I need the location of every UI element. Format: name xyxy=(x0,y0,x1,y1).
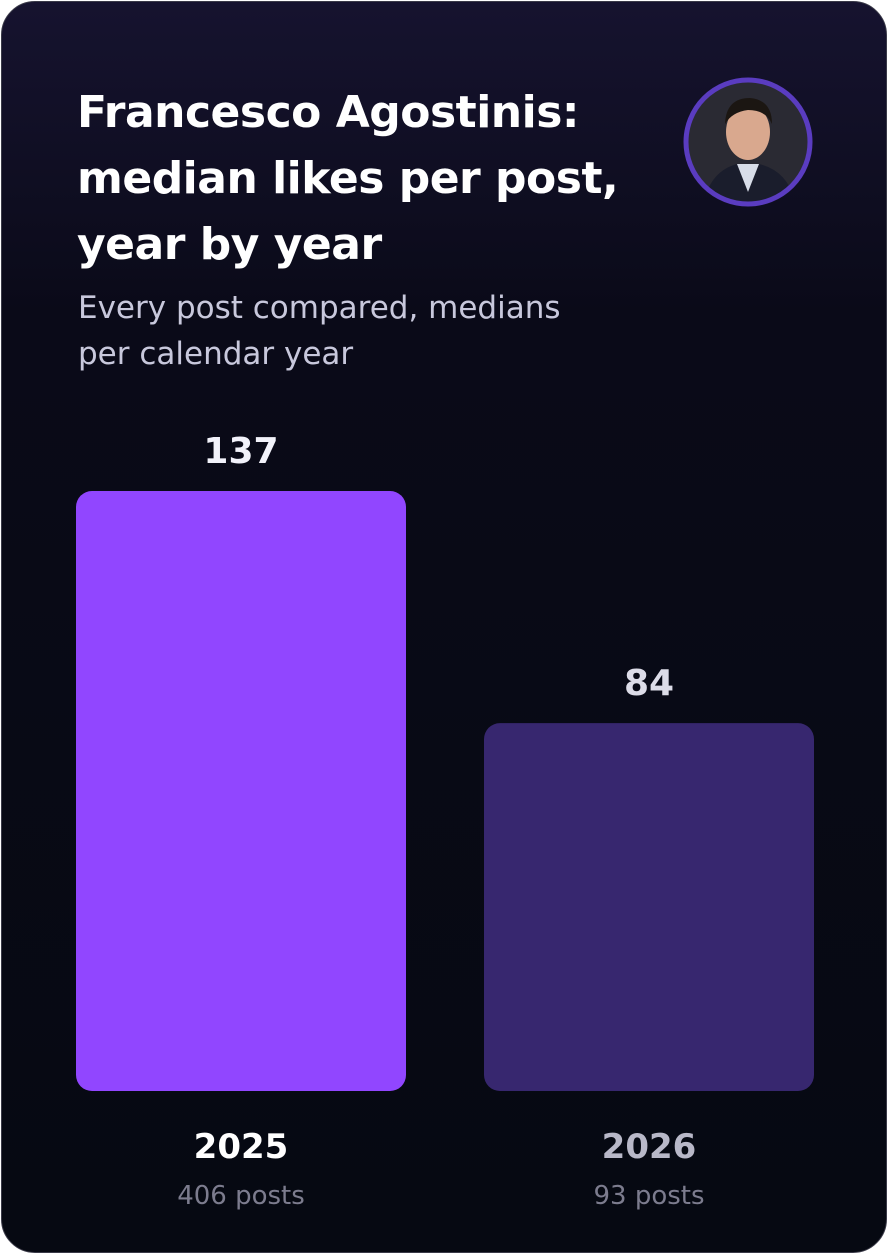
chart-subtitle: Every post compared, medians per calenda… xyxy=(78,290,561,372)
bar xyxy=(484,723,814,1091)
category-label: 2026 xyxy=(602,1127,697,1167)
avatar xyxy=(683,77,813,207)
value-label: 84 xyxy=(624,663,674,704)
category-note: 406 posts xyxy=(177,1181,305,1211)
chart-title: Francesco Agostinis: median likes per po… xyxy=(77,87,619,270)
category-label: 2025 xyxy=(194,1127,289,1167)
category-note: 93 posts xyxy=(593,1181,704,1211)
value-label: 137 xyxy=(203,431,278,472)
bar xyxy=(76,491,406,1091)
